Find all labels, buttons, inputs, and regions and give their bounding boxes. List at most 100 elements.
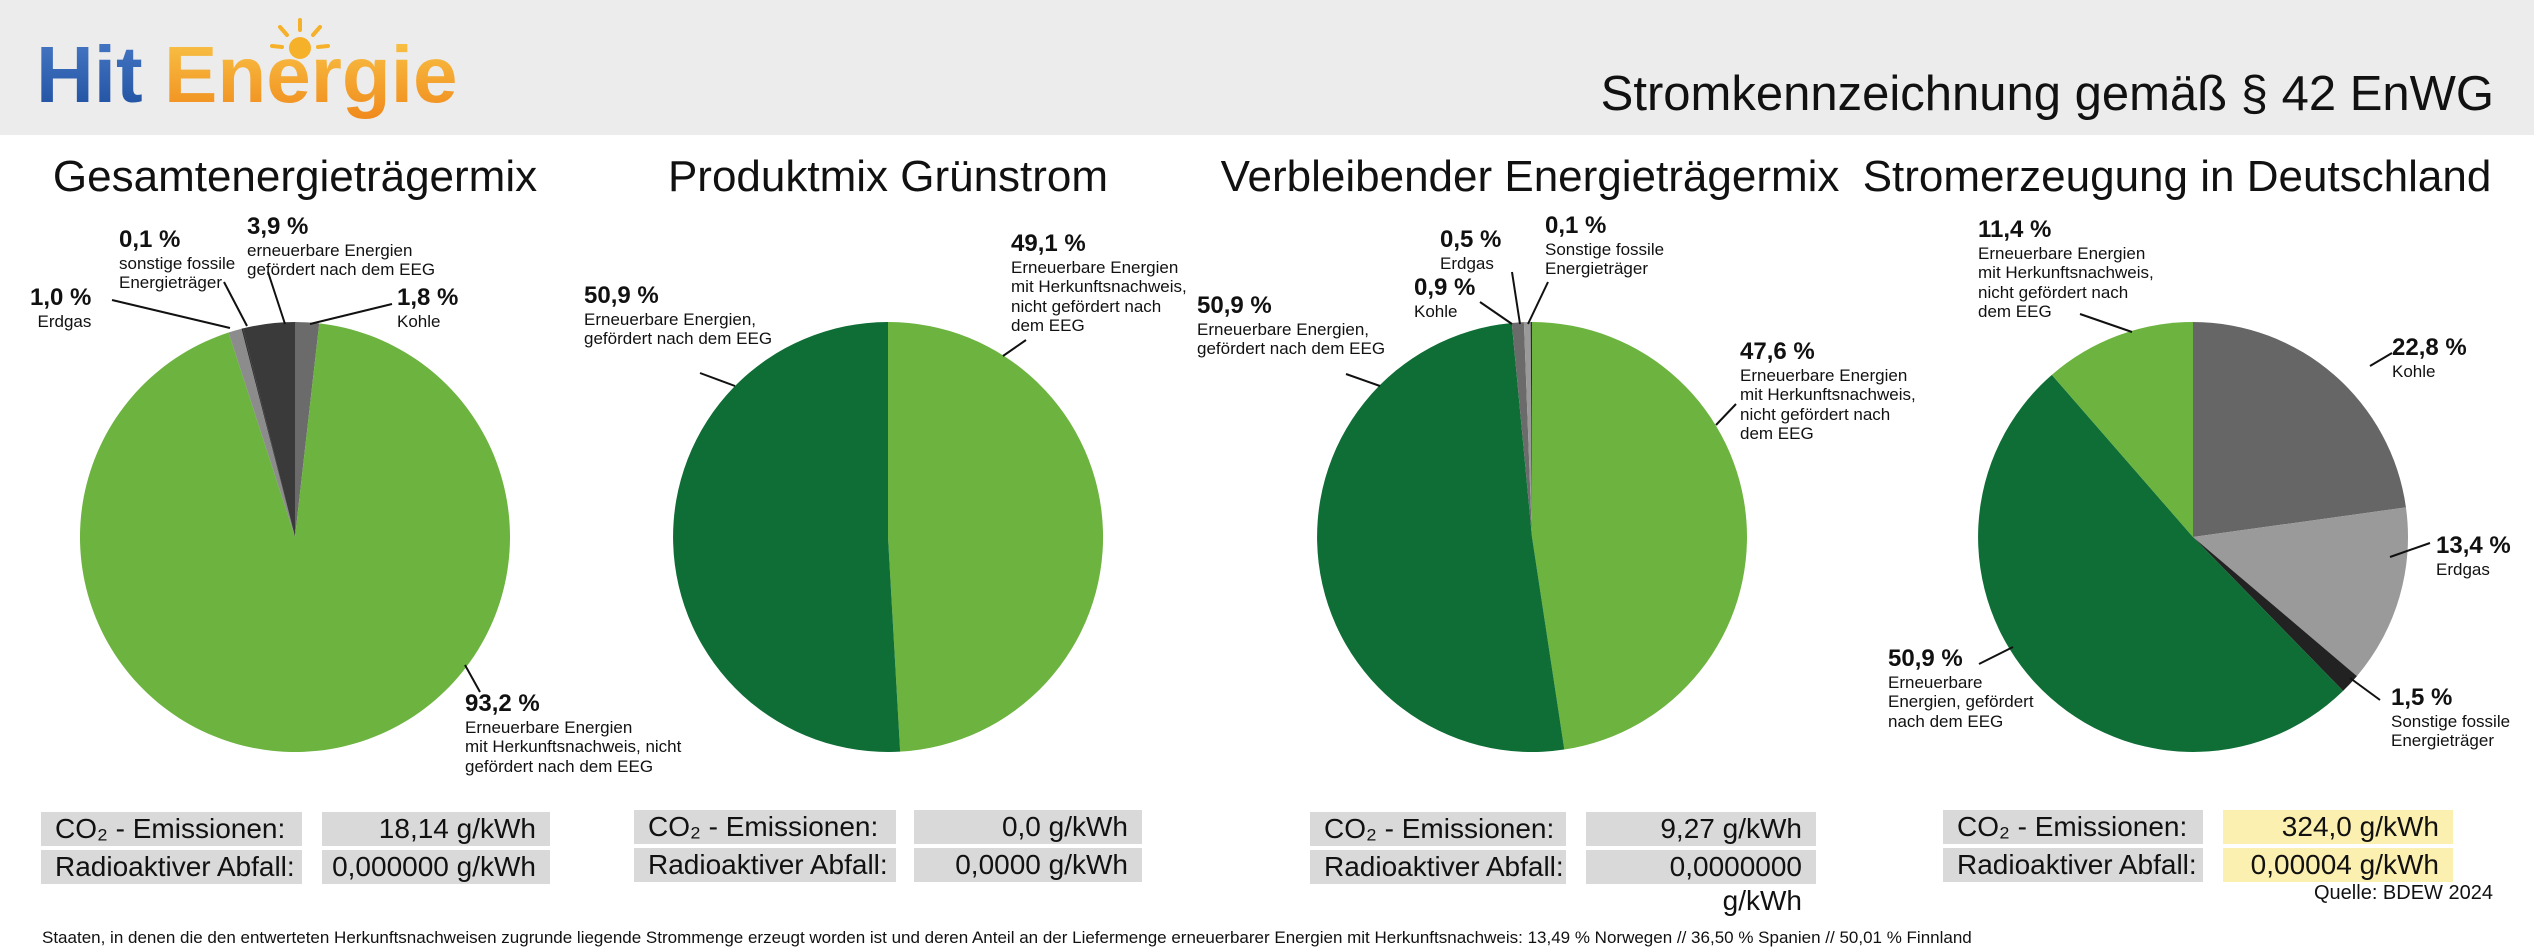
co2-label: CO₂ - Emissionen: — [634, 810, 896, 844]
waste-label: Radioaktiver Abfall: — [634, 848, 896, 882]
pie-slice-3-3 — [1511, 322, 1532, 537]
pie-slice-3-4 — [1523, 322, 1532, 537]
label-c4-eeg: 50,9 % Erneuerbare Energien, gefördert n… — [1888, 645, 2034, 731]
label-desc: Kohle — [397, 311, 441, 331]
label-c1-erdgas: 1,0 % Erdgas — [30, 284, 91, 331]
waste-row-4: Radioaktiver Abfall: 0,00004 g/kWh — [1943, 848, 2453, 882]
label-pct: 50,9 % — [584, 282, 659, 309]
pie-slice-4-4 — [1978, 374, 2344, 752]
leader-lines — [111, 271, 2431, 701]
label-pct: 11,4 % — [1978, 216, 2052, 243]
label-desc: Erdgas — [1440, 253, 1494, 273]
label-pct: 22,8 % — [2392, 334, 2467, 361]
label-pct: 50,9 % — [1197, 292, 1272, 319]
waste-value: 0,0000 g/kWh — [914, 848, 1142, 882]
co2-value: 9,27 g/kWh — [1586, 812, 1816, 846]
label-c1-kohle: 1,8 % Kohle — [397, 284, 458, 331]
pie-slice-1-4 — [241, 328, 295, 537]
label-desc: Erneuerbare Energien, gefördert nach dem… — [1197, 319, 1386, 359]
document-title: Stromkennzeichnung gemäß § 42 EnWG — [1600, 67, 2494, 121]
pie-slice-2-1 — [888, 322, 1104, 752]
logo-hit-text: Hit — [36, 30, 143, 119]
co2-label: CO₂ - Emissionen: — [1310, 812, 1566, 846]
label-desc: Sonstige fossile Energieträger — [2391, 711, 2511, 751]
waste-label: Radioaktiver Abfall: — [1310, 850, 1566, 884]
label-pct: 1,5 % — [2391, 684, 2453, 711]
label-pct: 13,4 % — [2436, 532, 2511, 559]
pie-slice-3-1 — [1532, 322, 1748, 750]
label-desc: Erneuerbare Energien, gefördert nach dem… — [584, 309, 773, 349]
chart-title-produktmix: Produktmix Grünstrom — [667, 152, 1109, 201]
label-c3-erdgas: 0,5 % Erdgas — [1440, 226, 1501, 273]
label-c2-eeg: 50,9 % Erneuerbare Energien, gefördert n… — [584, 282, 772, 349]
pie-slice-1-1 — [295, 322, 320, 537]
waste-row-3: Radioaktiver Abfall: 0,0000000 g/kWh — [1310, 850, 1816, 916]
pies — [79, 321, 2409, 752]
logo-energie-text: Energie — [164, 30, 457, 119]
pie-slice-1-5 — [242, 321, 295, 537]
source-note: Quelle: BDEW 2024 — [2314, 882, 2493, 904]
label-desc: erneuerbare Energien gefördert nach dem … — [247, 240, 436, 280]
label-pct: 1,0 % — [30, 284, 92, 311]
label-pct: 0,1 % — [1545, 212, 1607, 239]
label-c1-erneuerbar: 93,2 % Erneuerbare Energien mit Herkunft… — [465, 690, 681, 776]
pie-slice-4-5 — [2051, 322, 2193, 537]
label-desc: Erneuerbare Energien mit Herkunftsnachwe… — [465, 717, 682, 776]
chart-title-gesamt: Gesamtenergieträgermix — [52, 152, 538, 201]
label-c1-eeg: 3,9 % erneuerbare Energien gefördert nac… — [247, 213, 435, 280]
co2-row-2: CO₂ - Emissionen: 0,0 g/kWh — [634, 810, 1142, 844]
label-pct: 0,1 % — [119, 226, 181, 253]
pie-chart-1 — [79, 321, 510, 752]
pie-slice-2-2 — [673, 322, 901, 752]
label-desc: Erneuerbare Energien mit Herkunftsnachwe… — [1978, 243, 2154, 322]
label-pct: 0,9 % — [1414, 274, 1476, 301]
sun-icon — [270, 18, 330, 59]
waste-value: 0,0000000 g/kWh — [1586, 850, 1816, 916]
co2-row-3: CO₂ - Emissionen: 9,27 g/kWh — [1310, 812, 1816, 846]
waste-label: Radioaktiver Abfall: — [41, 850, 302, 884]
waste-label: Radioaktiver Abfall: — [1943, 848, 2203, 882]
label-pct: 93,2 % — [465, 690, 540, 717]
co2-label: CO₂ - Emissionen: — [1943, 810, 2203, 844]
label-desc: Erdgas — [37, 311, 92, 331]
label-desc: Erneuerbare Energien, gefördert nach dem… — [1888, 672, 2034, 731]
label-c2-erneuerbar: 49,1 % Erneuerbare Energien mit Herkunft… — [1011, 230, 1187, 336]
label-pct: 3,9 % — [247, 213, 309, 240]
label-desc: Erdgas — [2436, 559, 2490, 579]
hitenergie-logo: Hit Energie — [36, 18, 457, 119]
label-desc: Sonstige fossile Energieträger — [1545, 239, 1665, 279]
label-pct: 49,1 % — [1011, 230, 1086, 257]
footnote: Staaten, in denen die den entwerteten He… — [42, 928, 1972, 947]
pie-chart-3 — [1317, 321, 1748, 752]
chart-title-deutschland: Stromerzeugung in Deutschland — [1862, 152, 2492, 201]
label-pct: 0,5 % — [1440, 226, 1502, 253]
label-pct: 50,9 % — [1888, 645, 1963, 672]
pie-slice-1-3 — [228, 328, 295, 537]
label-c1-sonstige: 0,1 % sonstige fossile Energieträger — [119, 226, 235, 293]
chart-title-verbleibend: Verbleibender Energieträgermix — [1220, 152, 1840, 201]
co2-label: CO₂ - Emissionen: — [41, 812, 302, 846]
label-desc: sonstige fossile Energieträger — [119, 253, 236, 293]
pie-slice-4-1 — [2193, 322, 2406, 537]
co2-row-1: CO₂ - Emissionen: 18,14 g/kWh — [41, 812, 550, 846]
label-c4-sonstige: 1,5 % Sonstige fossile Energieträger — [2391, 684, 2510, 751]
label-desc: Kohle — [2392, 361, 2436, 381]
label-desc: Erneuerbare Energien mit Herkunftsnachwe… — [1740, 365, 1916, 444]
pie-slice-4-3 — [2193, 537, 2357, 691]
label-pct: 47,6 % — [1740, 338, 1815, 365]
co2-row-4: CO₂ - Emissionen: 324,0 g/kWh — [1943, 810, 2453, 844]
label-c4-erneuerbar: 11,4 % Erneuerbare Energien mit Herkunft… — [1978, 216, 2154, 322]
pie-chart-4 — [1978, 322, 2409, 752]
pie-slice-1-2 — [79, 323, 510, 752]
pie-chart-2 — [673, 322, 1104, 752]
header-bar — [0, 0, 2534, 135]
label-c3-eeg: 50,9 % Erneuerbare Energien, gefördert n… — [1197, 292, 1385, 359]
label-desc: Kohle — [1414, 301, 1458, 321]
label-pct: 1,8 % — [397, 284, 459, 311]
label-c3-sonstige: 0,1 % Sonstige fossile Energieträger — [1545, 212, 1664, 279]
label-c4-erdgas: 13,4 % Erdgas — [2436, 532, 2511, 579]
pie-slice-3-5 — [1530, 321, 1532, 537]
waste-row-2: Radioaktiver Abfall: 0,0000 g/kWh — [634, 848, 1142, 882]
pie-slice-4-2 — [2193, 507, 2409, 677]
